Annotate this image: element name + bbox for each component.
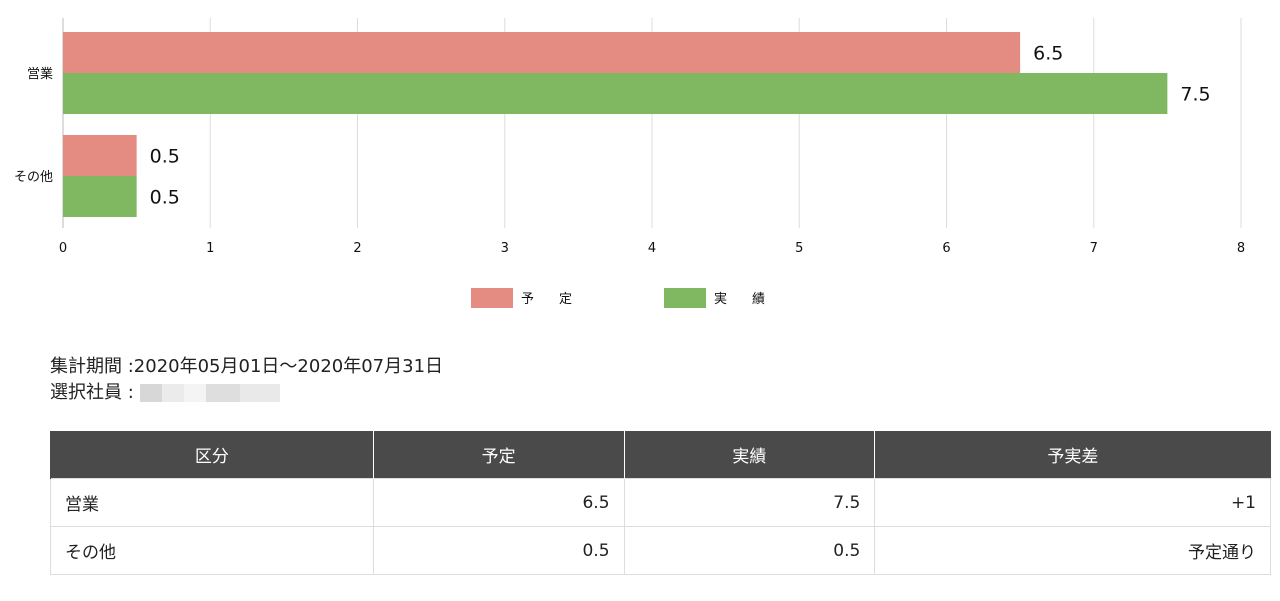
data-label: 0.5 [150, 146, 180, 168]
employee-row: 選択社員 : [50, 380, 443, 406]
x-tick-label: 3 [501, 241, 509, 256]
row-actual: 0.5 [623, 526, 876, 575]
x-tick-label: 5 [795, 241, 803, 256]
table-row: その他 0.5 0.5 予定通り [50, 526, 1271, 575]
legend-label[interactable]: 実 績 [714, 291, 771, 307]
row-diff: +1 [874, 478, 1271, 527]
summary-info: 集計期間 : 2020年05月01日〜2020年07月31日 選択社員 : [50, 354, 443, 406]
bars [63, 32, 1168, 217]
header-category: 区分 [50, 431, 374, 479]
header-planned: 予定 [372, 431, 625, 479]
data-label: 6.5 [1033, 43, 1063, 65]
summary-table: 区分 予定 実績 予実差 営業 6.5 7.5 +1 その他 0.5 0.5 予… [50, 431, 1271, 575]
data-label: 0.5 [150, 187, 180, 209]
category-label: その他 [14, 170, 53, 185]
row-actual: 7.5 [623, 478, 876, 527]
x-tick-label: 2 [353, 241, 361, 256]
table-header-row: 区分 予定 実績 予実差 [50, 431, 1271, 479]
planned-bar[interactable] [63, 135, 137, 176]
x-tick-label: 1 [206, 241, 214, 256]
legend-swatch[interactable] [664, 288, 706, 308]
data-labels: 6.5 7.5 0.5 0.5 [150, 43, 1211, 209]
planned-bar[interactable] [63, 32, 1021, 73]
employee-label: 選択社員 : [50, 382, 134, 403]
row-planned: 0.5 [372, 526, 625, 575]
data-label: 7.5 [1180, 84, 1210, 106]
actual-bar[interactable] [63, 73, 1168, 114]
header-diff: 予実差 [874, 431, 1271, 479]
row-category: 営業 [50, 478, 374, 527]
period-label: 集計期間 : [50, 356, 134, 377]
legend-swatch[interactable] [471, 288, 513, 308]
header-actual: 実績 [623, 431, 875, 479]
x-tick-label: 8 [1237, 241, 1245, 256]
legend-label[interactable]: 予 定 [521, 292, 578, 307]
legend[interactable]: 予 定実 績 [471, 288, 771, 308]
x-tick-label: 7 [1090, 241, 1098, 256]
row-category: その他 [50, 526, 374, 575]
period-row: 集計期間 : 2020年05月01日〜2020年07月31日 [50, 354, 443, 380]
period-value: 2020年05月01日〜2020年07月31日 [133, 356, 444, 377]
x-tick-label: 6 [942, 241, 950, 256]
actual-bar[interactable] [63, 176, 137, 217]
x-axis-ticks: 0 1 2 3 4 5 6 7 8 [59, 241, 1245, 256]
table-row: 営業 6.5 7.5 +1 [50, 478, 1271, 527]
x-tick-label: 4 [648, 241, 656, 256]
category-label: 営業 [27, 66, 53, 82]
x-tick-label: 0 [59, 241, 67, 256]
row-diff: 予定通り [874, 526, 1271, 575]
redacted-employee-name [139, 384, 280, 402]
row-planned: 6.5 [372, 478, 625, 527]
